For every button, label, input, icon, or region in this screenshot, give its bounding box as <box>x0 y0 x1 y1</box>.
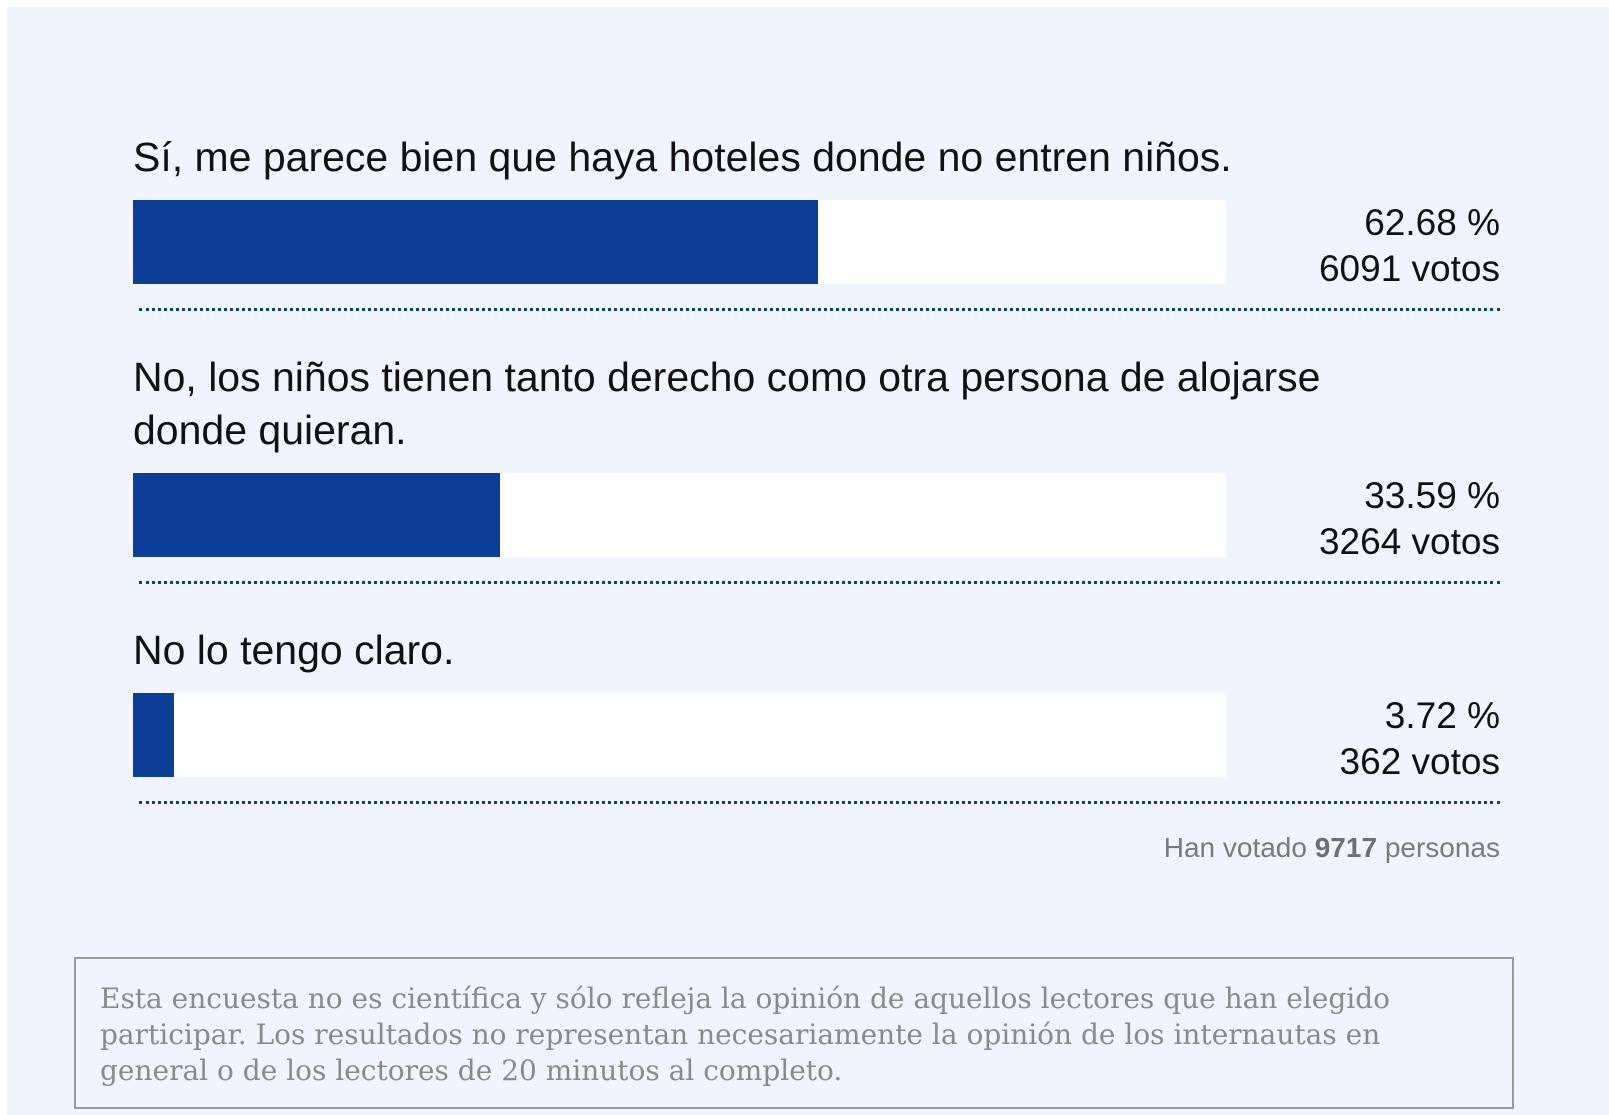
progress-bar-fill <box>133 200 819 284</box>
poll-option: No lo tengo claro. 3.72 % 362 votos <box>133 624 1500 804</box>
option-votes: 362 votos <box>1339 741 1500 782</box>
progress-bar-track <box>133 693 1226 777</box>
option-percent: 3.72 % <box>1384 695 1500 736</box>
total-prefix: Han votado <box>1163 832 1307 863</box>
option-label: Sí, me parece bien que haya hoteles dond… <box>133 134 1232 180</box>
option-percent: 62.68 % <box>1364 202 1500 243</box>
poll-results: Sí, me parece bien que haya hoteles dond… <box>133 131 1500 864</box>
option-percent: 33.59 % <box>1364 475 1500 516</box>
option-bar-row: 33.59 % 3264 votos <box>133 473 1500 562</box>
option-result: 3.72 % 362 votos <box>1340 693 1500 785</box>
option-votes: 6091 votos <box>1318 248 1500 289</box>
total-suffix: personas <box>1384 832 1500 863</box>
total-votes: Han votado 9717 personas <box>133 832 1500 864</box>
progress-bar-fill <box>133 693 174 777</box>
poll-option: No, los niños tienen tanto derecho como … <box>133 351 1500 584</box>
total-count: 9717 <box>1314 832 1378 863</box>
progress-bar-track <box>133 473 1226 557</box>
progress-bar-track <box>133 200 1226 284</box>
option-result: 62.68 % 6091 votos <box>1319 200 1500 292</box>
dotted-divider <box>139 581 1500 584</box>
option-votes: 3264 votos <box>1318 521 1500 562</box>
dotted-divider <box>139 801 1500 804</box>
poll-results-panel: Sí, me parece bien que haya hoteles dond… <box>7 7 1609 1115</box>
progress-bar-fill <box>133 473 501 557</box>
option-bar-row: 62.68 % 6091 votos <box>133 200 1500 289</box>
option-label: No lo tengo claro. <box>133 627 455 673</box>
poll-option: Sí, me parece bien que haya hoteles dond… <box>133 131 1500 311</box>
option-result: 33.59 % 3264 votos <box>1319 473 1500 565</box>
dotted-divider <box>139 308 1500 311</box>
option-label: No, los niños tienen tanto derecho como … <box>133 354 1321 453</box>
poll-disclaimer: Esta encuesta no es científica y sólo re… <box>74 957 1514 1109</box>
option-bar-row: 3.72 % 362 votos <box>133 693 1500 782</box>
